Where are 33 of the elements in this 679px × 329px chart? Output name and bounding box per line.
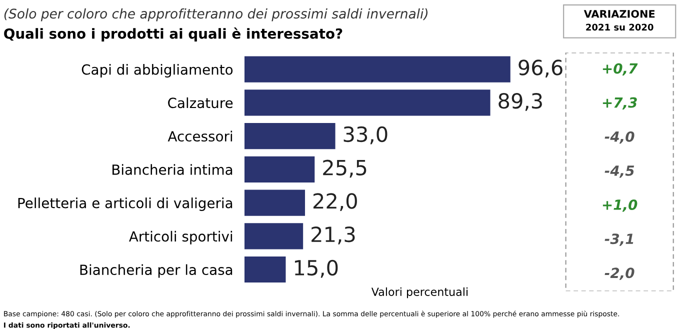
bar bbox=[244, 56, 510, 82]
text: -2,0 bbox=[604, 268, 634, 280]
data-label: 22,0 bbox=[313, 193, 357, 211]
data-label: 89,3 bbox=[498, 92, 542, 111]
data-label: 21,3 bbox=[312, 226, 355, 244]
text: +7,3 bbox=[602, 97, 637, 110]
text: VARIAZIONE bbox=[584, 10, 655, 18]
bar bbox=[244, 190, 306, 216]
bar bbox=[244, 156, 315, 182]
y-tick-label: Capi di abbigliamento bbox=[82, 64, 233, 78]
chart-subtitle: (Solo per coloro che approfitteranno dei prossimi saldi invernali) bbox=[4, 8, 428, 22]
bar bbox=[244, 256, 286, 283]
data-label: 96,6 bbox=[518, 60, 562, 78]
y-tick-label: Biancheria intima bbox=[112, 164, 232, 175]
x-axis-title: Valori percentuali bbox=[371, 287, 468, 298]
bar bbox=[244, 90, 490, 116]
text: -3,1 bbox=[604, 234, 634, 246]
text: -4,0 bbox=[604, 131, 634, 144]
bar bbox=[244, 123, 336, 150]
text: +1,0 bbox=[602, 200, 638, 212]
data-label: 25,5 bbox=[323, 160, 366, 178]
data-label: 33,0 bbox=[344, 126, 388, 144]
y-tick-label: Biancheria per la casa bbox=[80, 264, 232, 278]
y-tick-label: Articoli sportivi bbox=[129, 230, 232, 244]
data-label: 15,0 bbox=[294, 260, 338, 278]
text: -4,5 bbox=[604, 166, 634, 178]
chart-title: Quali sono i prodotti ai quali è interessato? bbox=[4, 28, 342, 42]
bar bbox=[244, 223, 304, 250]
y-tick-label: Accessori bbox=[168, 130, 232, 142]
text: 2021 su 2020 bbox=[586, 24, 654, 31]
y-tick-label: Pelletteria e articoli di valigeria bbox=[18, 198, 232, 211]
text: +0,7 bbox=[602, 63, 638, 76]
y-tick-label: Calzature bbox=[168, 97, 233, 108]
